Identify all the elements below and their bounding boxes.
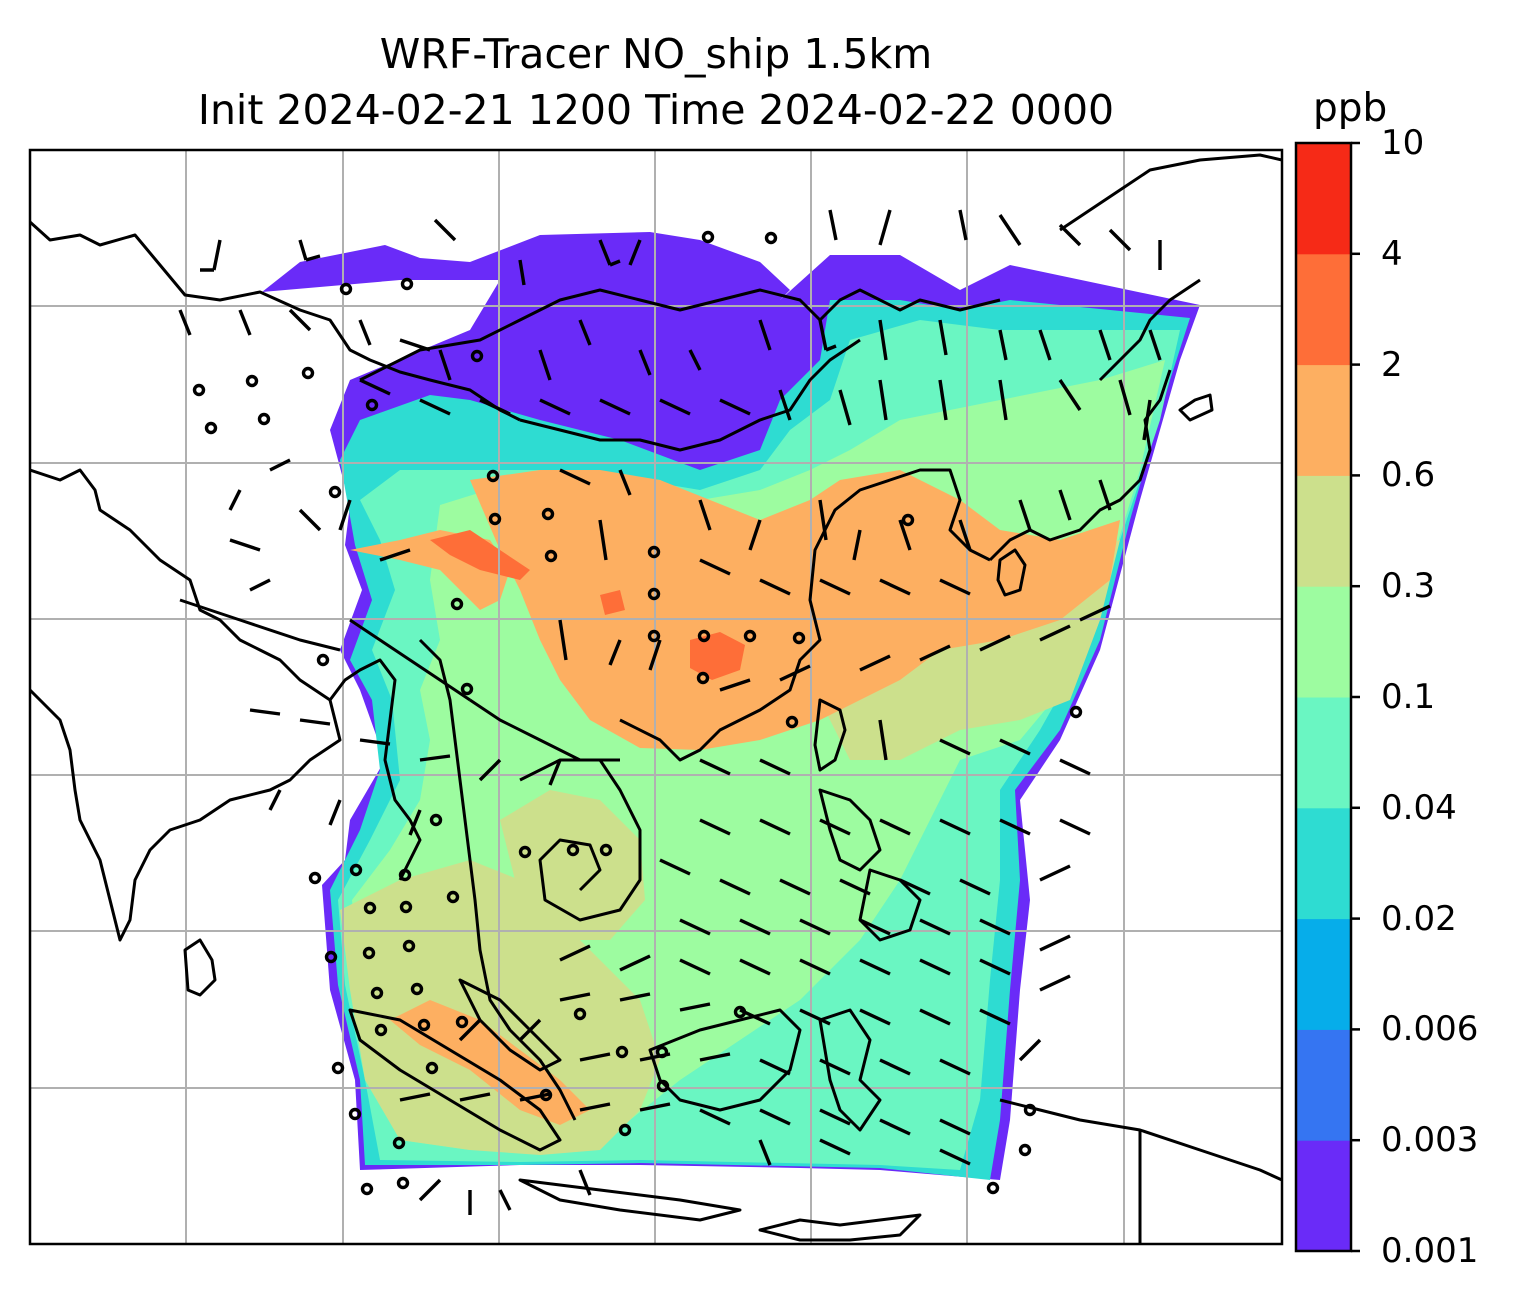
border-inland-3 [179,598,341,652]
coast-vietnam [619,468,991,762]
coast-philippines-luzon [813,698,847,772]
coast-sri-lanka [183,938,217,997]
coastlines [30,153,1282,1244]
calm-circles [192,230,1083,1196]
coast-indochina [519,758,642,922]
coast-south-asia-west [30,220,521,422]
border-inland-2 [469,698,620,762]
field-red-hotspot2 [600,590,625,615]
colorbar-tick-label: 0.1 [1381,677,1436,717]
coast-north-land [359,288,1001,382]
coast-philippines [818,788,882,872]
coast-bay-of-bengal [328,658,422,881]
coast-timor [758,1213,922,1242]
coast-malaysia [458,978,562,1072]
colorbar-segment-3 [1296,807,1351,920]
coast-korea [1098,278,1201,382]
colorbar-segment-9 [1296,143,1351,255]
colorbar-segment-6 [1296,475,1351,587]
colorbar-ticks [1351,141,1360,1253]
colorbar-segment-2 [1296,918,1351,1030]
coast-borneo [648,1008,802,1112]
coast-myanmar-thai [418,638,577,1121]
field-olive-gulf [500,790,645,940]
coast-java [518,1178,742,1222]
coast-india [30,468,342,942]
map-frame [28,148,1284,1246]
coast-sumatra [348,1008,562,1152]
colorbar-tick-label: 4 [1381,233,1403,274]
colorbar-tick-label: 0.6 [1381,455,1436,496]
colorbar-segment-0 [1296,1140,1351,1252]
coast-taiwan [996,548,1027,597]
colorbar-segment-8 [1296,253,1351,366]
field-orange-central [470,470,1120,750]
colorbar-tick-label: 0.3 [1381,566,1436,607]
colorbar-tick-label: 0.001 [1381,1231,1479,1271]
colorbar-tick-label: 0.04 [1381,787,1457,828]
field-red-hotspot [690,632,745,680]
colorbar-tick-label: 0.02 [1381,898,1457,939]
colorbar-units-label: ppb [1313,86,1388,131]
colorbar-tick-label: 0.006 [1381,1009,1479,1050]
figure-title-line1: WRF-Tracer NO_ship 1.5km [379,30,933,78]
coast-japan-south [1178,393,1214,422]
colorbar-tick-label: 0.003 [1381,1120,1479,1161]
field-red-tongue [430,530,530,580]
coast-japan [1059,153,1282,232]
border-china-north [519,338,861,452]
colorbar-segment-7 [1296,364,1351,476]
colorbar-segment-1 [1296,1029,1351,1141]
colorbar-segment-4 [1296,697,1351,809]
figure-title-line2: Init 2024-02-21 1200 Time 2024-02-22 000… [197,86,1115,134]
coast-sulawesi [818,1008,882,1132]
colorbar-tick-label: 2 [1381,344,1403,385]
border-inland-1 [349,618,471,702]
colorbar [1294,141,1360,1253]
gridlines [30,150,1282,1244]
wind-barbs [178,209,1162,1215]
colorbar-tick-label: 10 [1381,123,1425,163]
colorbar-segments [1296,143,1351,1252]
colorbar-segment-5 [1296,586,1351,698]
